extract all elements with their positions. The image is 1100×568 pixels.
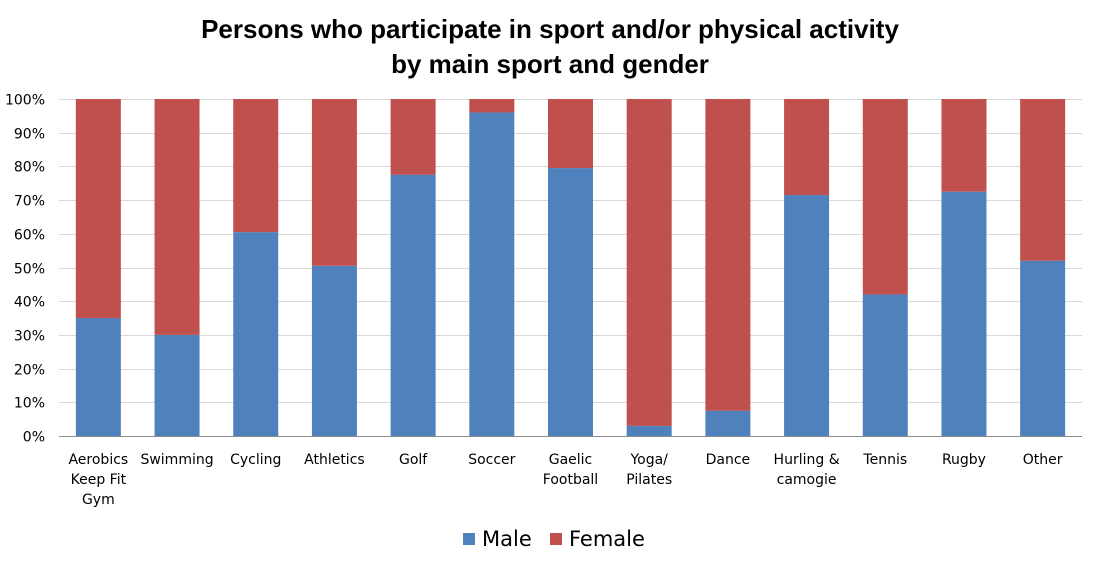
bar-female — [941, 99, 987, 192]
bar-male — [626, 425, 672, 436]
bar-male — [784, 195, 830, 436]
x-tick-label: Tennis — [862, 452, 907, 468]
bars — [75, 99, 1066, 436]
y-tick-label: 20% — [14, 363, 45, 379]
x-tick-label: Yoga/ — [629, 452, 668, 468]
x-tick-label: Gym — [82, 492, 115, 508]
bar-female — [1020, 99, 1066, 261]
legend-swatch — [550, 533, 562, 545]
bar-female — [469, 99, 515, 113]
x-tick-label: Rugby — [942, 452, 986, 468]
y-tick-label: 30% — [14, 329, 45, 345]
legend-label: Male — [482, 527, 532, 551]
x-tick-label: Gaelic — [549, 452, 593, 468]
bar-male — [233, 232, 279, 436]
bar-male — [862, 294, 908, 436]
legend: Male Female — [463, 527, 645, 551]
x-tick-label: Dance — [706, 452, 751, 468]
x-tick-label: Swimming — [140, 452, 213, 468]
y-tick-label: 40% — [14, 295, 45, 311]
y-tick-label: 0% — [23, 430, 45, 446]
bar-female — [154, 99, 200, 335]
chart-title: Persons who participate in sport and/or … — [201, 14, 899, 44]
x-tick-label: Pilates — [626, 472, 672, 488]
x-tick-label: Cycling — [230, 452, 281, 468]
bar-female — [626, 99, 672, 426]
bar-male — [705, 410, 751, 436]
legend-item-male: Male — [463, 527, 532, 551]
bar-male — [1020, 260, 1066, 436]
y-tick-label: 50% — [14, 262, 45, 278]
legend-label: Female — [569, 527, 645, 551]
bar-female — [548, 99, 593, 169]
x-tick-label: camogie — [777, 472, 837, 488]
bar-female — [784, 99, 830, 196]
bar-female — [705, 99, 751, 411]
bar-female — [233, 99, 279, 233]
bar-male — [469, 112, 515, 436]
chart-subtitle: by main sport and gender — [391, 49, 709, 79]
y-tick-label: 90% — [14, 127, 45, 143]
x-tick-label: Golf — [399, 452, 428, 468]
bar-female — [75, 99, 121, 319]
y-tick-label: 60% — [14, 228, 45, 244]
y-tick-label: 70% — [14, 194, 45, 210]
bar-male — [75, 318, 121, 436]
legend-item-female: Female — [550, 527, 645, 551]
x-tick-label: Other — [1023, 452, 1063, 468]
bar-male — [311, 265, 357, 436]
bar-male — [941, 191, 987, 436]
y-tick-label: 10% — [14, 396, 45, 412]
bar-male — [154, 334, 200, 436]
bar-male — [548, 168, 593, 436]
y-tick-label: 80% — [14, 160, 45, 176]
x-tick-label: Hurling & — [774, 452, 840, 468]
bar-male — [390, 174, 436, 436]
bar-female — [862, 99, 908, 295]
legend-swatch — [463, 533, 475, 545]
bar-female — [390, 99, 436, 175]
x-tick-label: Aerobics — [68, 452, 128, 468]
x-tick-label: Soccer — [468, 452, 515, 468]
x-tick-label: Athletics — [304, 452, 365, 468]
y-tick-label: 100% — [5, 93, 45, 109]
x-axis-labels: Aerobics Keep Fit Gym Swimming Cycling Athlet… — [68, 452, 1062, 508]
y-axis-ticks: 0% 10% 20% 30% 40% 50% 60% 70% 80% 90% 100% — [5, 93, 45, 446]
x-tick-label: Keep Fit — [71, 472, 127, 488]
bar-female — [311, 99, 357, 266]
x-tick-label: Football — [543, 472, 598, 488]
